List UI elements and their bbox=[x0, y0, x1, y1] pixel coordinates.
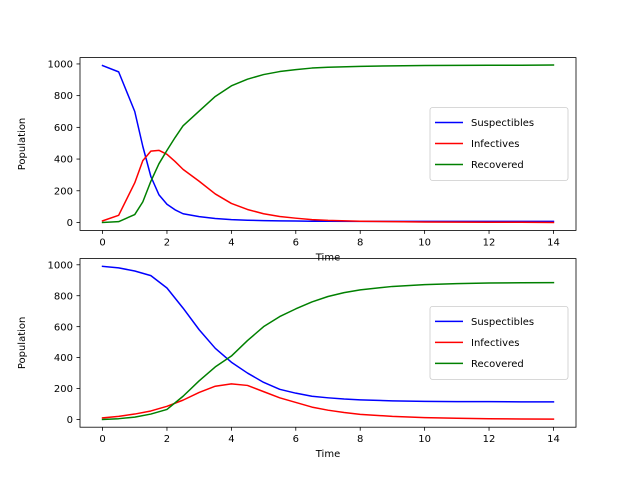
y-tick-label: 200 bbox=[54, 384, 73, 395]
x-tick-label: 10 bbox=[418, 237, 431, 248]
legend-entry: Infectives bbox=[471, 338, 519, 349]
legend-box bbox=[429, 107, 569, 181]
legend-entry: Suspectibles bbox=[471, 118, 534, 129]
y-tick-label: 800 bbox=[54, 291, 73, 302]
x-axis-label: Time bbox=[315, 449, 340, 460]
x-tick-label: 12 bbox=[483, 434, 496, 445]
axes-frame bbox=[79, 258, 577, 428]
x-tick-label: 6 bbox=[293, 434, 299, 445]
x-tick-label: 2 bbox=[164, 237, 170, 248]
chart-top: 0 2 4 6 8 10 12 14 0 200 400 600 800 1000 Time Populati… bbox=[17, 57, 577, 263]
series-line-suspectibles bbox=[101, 265, 555, 403]
x-tick-label: 12 bbox=[483, 237, 496, 248]
series-line-recovered bbox=[101, 64, 555, 224]
x-tick-label: 2 bbox=[164, 434, 170, 445]
chart-bottom: 0 2 4 6 8 10 12 14 0 200 400 600 800 1000 Time Populati… bbox=[17, 258, 577, 460]
legend-entry: Suspectibles bbox=[471, 317, 534, 328]
x-tick-label: 8 bbox=[357, 434, 363, 445]
y-tick-label: 600 bbox=[54, 322, 73, 333]
x-tick-label: 10 bbox=[418, 434, 431, 445]
y-tick-label: 800 bbox=[54, 91, 73, 102]
legend-entry: Recovered bbox=[471, 359, 524, 370]
axes-frame bbox=[79, 57, 577, 231]
x-tick-label: 0 bbox=[99, 237, 105, 248]
y-axis-label: Population bbox=[17, 317, 28, 370]
y-tick-label: 200 bbox=[54, 186, 73, 197]
x-tick-label: 14 bbox=[547, 434, 560, 445]
legend: Suspectibles Infectives Recovered bbox=[429, 305, 569, 380]
series-line-recovered bbox=[101, 281, 555, 421]
y-tick-label: 1000 bbox=[48, 260, 73, 271]
legend-box bbox=[429, 305, 569, 380]
y-tick-label: 400 bbox=[54, 353, 73, 364]
y-tick-label: 1000 bbox=[48, 60, 73, 71]
y-tick-label: 400 bbox=[54, 155, 73, 166]
x-tick-label: 8 bbox=[357, 237, 363, 248]
legend-entry: Infectives bbox=[471, 139, 519, 150]
x-axis-label: Time bbox=[315, 252, 340, 263]
legend-entry: Recovered bbox=[471, 160, 524, 171]
legend: Suspectibles Infectives Recovered bbox=[429, 107, 569, 181]
x-tick-label: 6 bbox=[293, 237, 299, 248]
x-tick-label: 0 bbox=[99, 434, 105, 445]
x-tick-label: 4 bbox=[228, 237, 234, 248]
y-tick-label: 0 bbox=[67, 415, 73, 426]
y-tick-label: 600 bbox=[54, 123, 73, 134]
y-axis-label: Population bbox=[17, 118, 28, 171]
series-line-infectives bbox=[101, 149, 555, 224]
series-line-infectives bbox=[101, 383, 555, 420]
x-tick-label: 14 bbox=[547, 237, 560, 248]
x-tick-label: 4 bbox=[228, 434, 234, 445]
y-tick-label: 0 bbox=[67, 218, 73, 229]
